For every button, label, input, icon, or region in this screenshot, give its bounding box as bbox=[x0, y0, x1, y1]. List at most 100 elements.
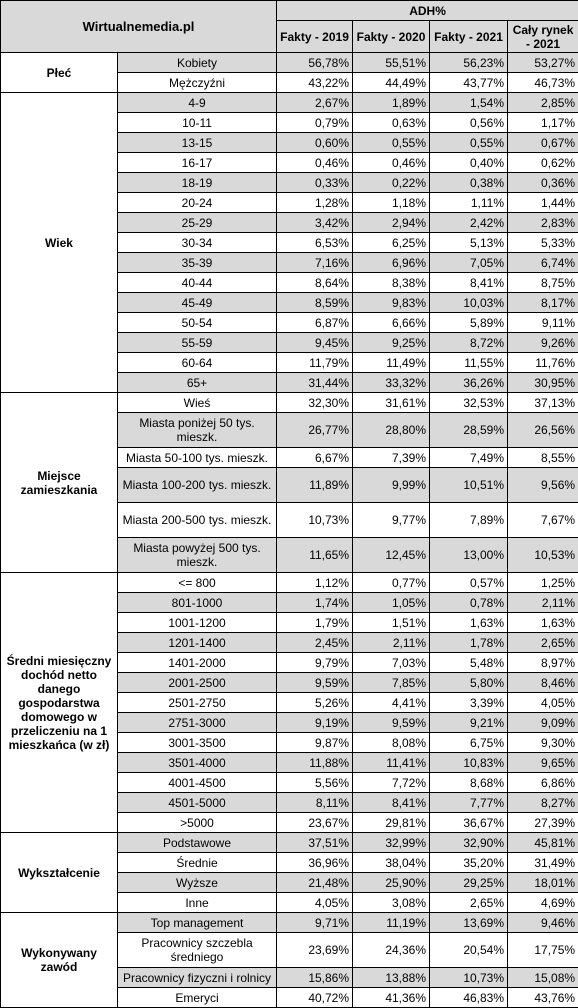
value-cell: 6,74% bbox=[508, 253, 578, 273]
value-cell: 6,53% bbox=[277, 233, 353, 253]
value-cell: 2,65% bbox=[508, 633, 578, 653]
row-label: 801-1000 bbox=[118, 593, 277, 613]
value-cell: 0,67% bbox=[508, 133, 578, 153]
value-cell: 1,89% bbox=[353, 93, 430, 113]
value-cell: 23,69% bbox=[277, 933, 353, 968]
value-cell: 46,73% bbox=[508, 73, 578, 93]
row-label: 60-64 bbox=[118, 353, 277, 373]
row-label: 25-29 bbox=[118, 213, 277, 233]
value-cell: 1,79% bbox=[277, 613, 353, 633]
value-cell: 1,25% bbox=[508, 573, 578, 593]
value-cell: 6,66% bbox=[353, 313, 430, 333]
value-cell: 1,63% bbox=[430, 613, 508, 633]
row-label: 2001-2500 bbox=[118, 673, 277, 693]
value-cell: 9,11% bbox=[508, 313, 578, 333]
value-cell: 5,13% bbox=[430, 233, 508, 253]
row-label: 35-39 bbox=[118, 253, 277, 273]
row-label: Średnie bbox=[118, 853, 277, 873]
value-cell: 8,38% bbox=[353, 273, 430, 293]
value-cell: 4,05% bbox=[508, 693, 578, 713]
value-cell: 3,39% bbox=[430, 693, 508, 713]
value-cell: 2,65% bbox=[430, 893, 508, 913]
value-cell: 18,01% bbox=[508, 873, 578, 893]
row-label: 18-19 bbox=[118, 173, 277, 193]
value-cell: 31,49% bbox=[508, 853, 578, 873]
value-cell: 10,73% bbox=[430, 968, 508, 988]
value-cell: 1,28% bbox=[277, 193, 353, 213]
value-cell: 0,40% bbox=[430, 153, 508, 173]
value-cell: 5,56% bbox=[277, 773, 353, 793]
value-cell: 21,48% bbox=[277, 873, 353, 893]
value-cell: 7,39% bbox=[353, 448, 430, 468]
value-cell: 30,95% bbox=[508, 373, 578, 393]
value-cell: 9,71% bbox=[277, 913, 353, 933]
table-row: Średni miesięczny dochód netto danego go… bbox=[1, 573, 578, 593]
value-cell: 4,41% bbox=[353, 693, 430, 713]
value-cell: 9,59% bbox=[277, 673, 353, 693]
value-cell: 0,55% bbox=[430, 133, 508, 153]
value-cell: 31,61% bbox=[353, 393, 430, 413]
row-label: 45-49 bbox=[118, 293, 277, 313]
value-cell: 43,76% bbox=[508, 988, 578, 1008]
value-cell: 7,67% bbox=[508, 503, 578, 538]
value-cell: 9,65% bbox=[508, 753, 578, 773]
value-cell: 7,03% bbox=[353, 653, 430, 673]
value-cell: 8,08% bbox=[353, 733, 430, 753]
row-label: 1401-2000 bbox=[118, 653, 277, 673]
value-cell: 28,59% bbox=[430, 413, 508, 448]
value-cell: 0,33% bbox=[277, 173, 353, 193]
value-cell: 9,46% bbox=[508, 913, 578, 933]
row-label: 3501-4000 bbox=[118, 753, 277, 773]
value-cell: 9,59% bbox=[353, 713, 430, 733]
category-cell: Płeć bbox=[1, 53, 118, 93]
value-cell: 2,94% bbox=[353, 213, 430, 233]
value-cell: 7,05% bbox=[430, 253, 508, 273]
value-cell: 6,87% bbox=[277, 313, 353, 333]
value-cell: 6,25% bbox=[353, 233, 430, 253]
value-cell: 0,56% bbox=[430, 113, 508, 133]
value-cell: 7,89% bbox=[430, 503, 508, 538]
value-cell: 10,83% bbox=[430, 753, 508, 773]
row-label: 16-17 bbox=[118, 153, 277, 173]
value-cell: 2,45% bbox=[277, 633, 353, 653]
value-cell: 1,18% bbox=[353, 193, 430, 213]
value-cell: 8,41% bbox=[353, 793, 430, 813]
value-cell: 11,55% bbox=[430, 353, 508, 373]
row-label: Wieś bbox=[118, 393, 277, 413]
value-cell: 17,75% bbox=[508, 933, 578, 968]
value-cell: 3,08% bbox=[353, 893, 430, 913]
value-cell: 1,05% bbox=[353, 593, 430, 613]
value-cell: 7,72% bbox=[353, 773, 430, 793]
value-cell: 10,03% bbox=[430, 293, 508, 313]
row-label: 20-24 bbox=[118, 193, 277, 213]
value-cell: 0,57% bbox=[430, 573, 508, 593]
value-cell: 37,13% bbox=[508, 393, 578, 413]
value-cell: 9,30% bbox=[508, 733, 578, 753]
value-cell: 29,25% bbox=[430, 873, 508, 893]
value-cell: 3,42% bbox=[277, 213, 353, 233]
value-cell: 36,67% bbox=[430, 813, 508, 833]
row-label: Top management bbox=[118, 913, 277, 933]
value-cell: 46,83% bbox=[430, 988, 508, 1008]
value-cell: 33,32% bbox=[353, 373, 430, 393]
value-cell: 11,49% bbox=[353, 353, 430, 373]
category-cell: Wykonywany zawód bbox=[1, 913, 118, 1008]
value-cell: 0,36% bbox=[508, 173, 578, 193]
value-cell: 8,46% bbox=[508, 673, 578, 693]
value-cell: 12,45% bbox=[353, 538, 430, 573]
value-cell: 9,19% bbox=[277, 713, 353, 733]
value-cell: 10,51% bbox=[430, 468, 508, 503]
value-cell: 9,26% bbox=[508, 333, 578, 353]
value-cell: 10,73% bbox=[277, 503, 353, 538]
value-cell: 37,51% bbox=[277, 833, 353, 853]
value-cell: 0,77% bbox=[353, 573, 430, 593]
value-cell: 0,55% bbox=[353, 133, 430, 153]
value-cell: 44,49% bbox=[353, 73, 430, 93]
value-cell: 23,67% bbox=[277, 813, 353, 833]
value-cell: 11,76% bbox=[508, 353, 578, 373]
category-cell: Miejsce zamieszkania bbox=[1, 393, 118, 573]
value-cell: 9,56% bbox=[508, 468, 578, 503]
